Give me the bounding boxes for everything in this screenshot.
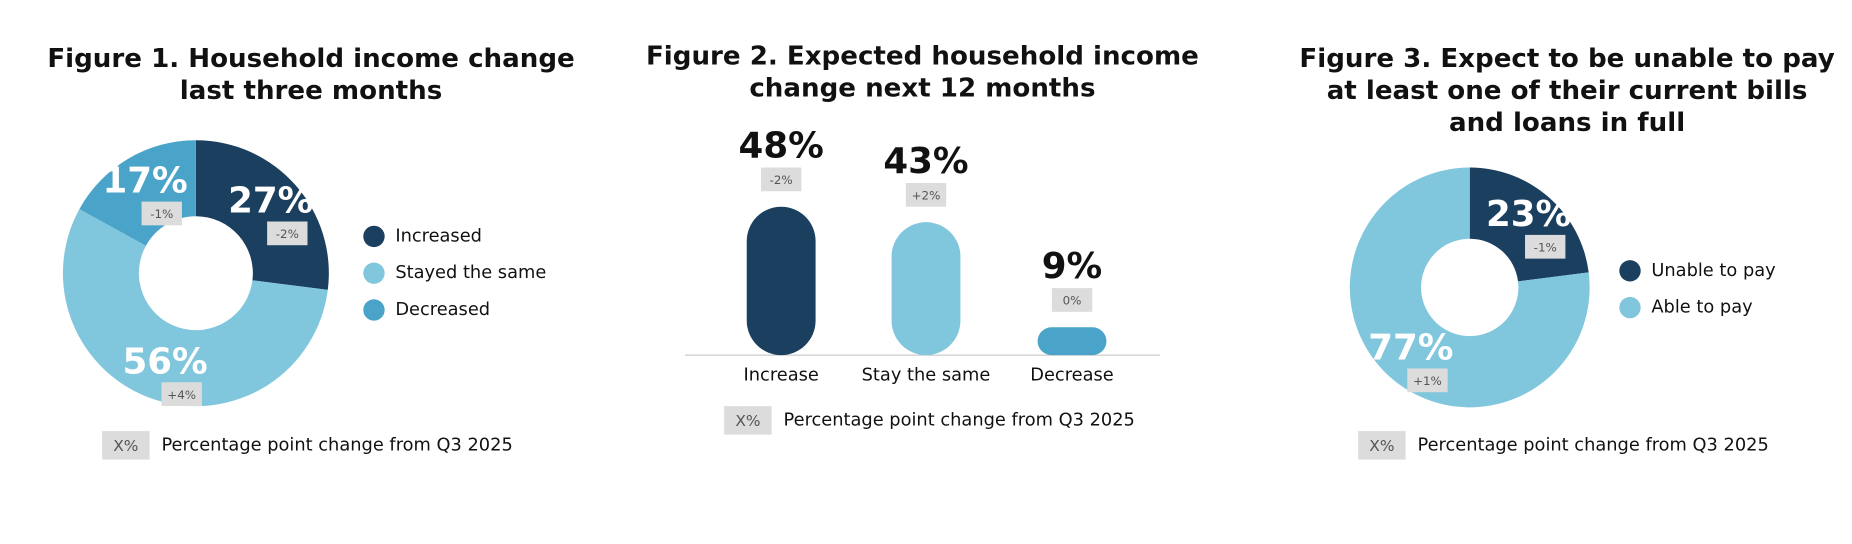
change-box <box>1525 234 1566 259</box>
value-label: 56% <box>122 341 207 382</box>
change-label: +1% <box>1413 374 1442 388</box>
change-label: +2% <box>912 189 941 203</box>
category-label: Stay the same <box>862 364 991 385</box>
value-label: 27% <box>228 180 313 221</box>
change-label: 0% <box>1063 294 1082 308</box>
value-label: 43% <box>883 141 968 182</box>
chart-title: last three months <box>180 76 442 106</box>
legend-label: Increased <box>395 225 482 246</box>
value-label: 17% <box>103 161 188 202</box>
bar <box>891 222 961 356</box>
donut-slice <box>1349 167 1590 408</box>
value-label: 48% <box>739 125 824 166</box>
legend-marker <box>363 225 385 248</box>
bar <box>746 206 816 356</box>
change-box <box>905 182 947 207</box>
change-box <box>141 201 182 226</box>
value-label: 77% <box>1368 327 1453 368</box>
category-label: Increase <box>744 364 819 385</box>
note-box <box>1358 431 1406 460</box>
chart-title: change next 12 months <box>749 74 1095 104</box>
note-text: Percentage point change from Q3 2025 <box>784 409 1135 430</box>
change-box <box>1051 288 1093 312</box>
chart-title: at least one of their current bills <box>1327 76 1808 106</box>
note-symbol: X% <box>1369 437 1394 455</box>
note-text: Percentage point change from Q3 2025 <box>161 434 512 455</box>
bar <box>1037 327 1107 356</box>
note-text: Percentage point change from Q3 2025 <box>1417 434 1768 455</box>
change-label: +4% <box>167 388 196 402</box>
change-label: -2% <box>770 173 793 187</box>
change-box <box>760 167 802 192</box>
value-label: 23% <box>1486 194 1571 235</box>
chart-title: Figure 3. Expect to be unable to pay <box>1299 44 1834 74</box>
chart-title: and loans in full <box>1449 108 1685 138</box>
note-box <box>724 406 772 435</box>
legend-marker <box>1619 260 1641 282</box>
category-label: Decrease <box>1030 364 1113 385</box>
chart-title: Figure 1. Household income change <box>47 44 574 74</box>
legend-marker <box>363 299 385 321</box>
legend-marker <box>1619 296 1641 319</box>
chart-title: Figure 2. Expected household income <box>646 42 1199 72</box>
legend-label: Able to pay <box>1651 297 1752 318</box>
change-box <box>267 221 308 246</box>
value-label: 9% <box>1042 246 1102 287</box>
note-symbol: X% <box>735 412 760 430</box>
note-symbol: X% <box>113 437 138 455</box>
legend-label: Stayed the same <box>395 262 546 283</box>
change-label: -1% <box>1534 240 1557 254</box>
legend-label: Decreased <box>395 299 490 320</box>
change-label: -1% <box>150 207 173 221</box>
legend-marker <box>363 262 385 284</box>
legend-label: Unable to pay <box>1651 260 1775 281</box>
donut-slice <box>62 209 328 407</box>
note-box <box>102 431 150 460</box>
change-label: -2% <box>276 227 299 241</box>
donut-slice <box>195 140 329 290</box>
change-box <box>1407 368 1448 393</box>
change-box <box>161 382 202 407</box>
